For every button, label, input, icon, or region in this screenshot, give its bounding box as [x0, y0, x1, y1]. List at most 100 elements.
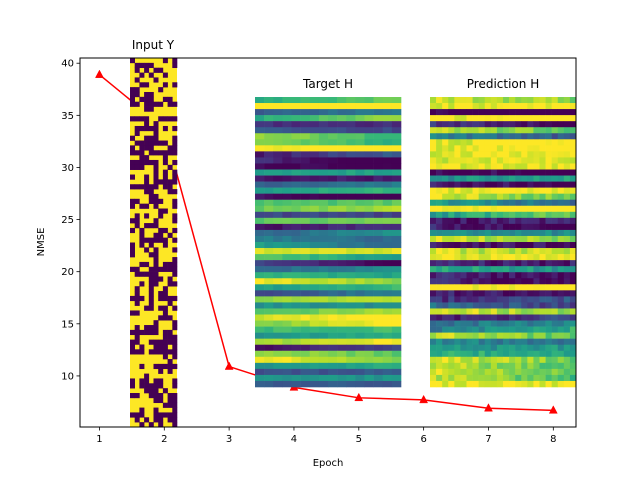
input-y-cell — [158, 150, 164, 156]
prediction-h-cell — [472, 157, 479, 164]
prediction-h-cell — [527, 145, 534, 152]
prediction-h-cell — [521, 109, 528, 116]
prediction-h-cell — [551, 326, 559, 333]
target-h-cell — [355, 133, 365, 140]
target-h-cell — [309, 266, 320, 273]
target-h-cell — [273, 133, 283, 140]
prediction-h-cell — [539, 326, 546, 333]
prediction-h-cell — [557, 139, 565, 146]
input-y-cell — [139, 242, 145, 248]
input-y-cell — [153, 150, 159, 156]
target-h-cell — [337, 133, 347, 140]
target-h-cell — [337, 157, 347, 164]
target-h-cell — [364, 181, 374, 188]
prediction-h-cell — [466, 145, 473, 152]
target-h-cell — [300, 217, 311, 225]
target-h-cell — [282, 296, 292, 303]
target-h-cell — [355, 272, 365, 279]
prediction-h-cell — [527, 350, 534, 358]
prediction-h-cell — [490, 103, 498, 110]
prediction-h-cell — [527, 332, 534, 339]
prediction-h-cell — [478, 302, 486, 309]
prediction-h-cell — [545, 332, 552, 339]
prediction-h-cell — [496, 362, 504, 370]
prediction-h-cell — [490, 362, 498, 370]
target-h-cell — [255, 350, 265, 358]
target-h-cell — [291, 296, 301, 303]
target-h-cell — [273, 169, 283, 176]
input-y-cell — [172, 62, 178, 69]
target-h-cell — [391, 139, 402, 146]
target-h-cell — [364, 211, 374, 219]
prediction-h-cell — [436, 169, 443, 176]
prediction-h-cell — [527, 169, 534, 176]
input-y-cell — [172, 325, 178, 331]
target-h-cell — [391, 248, 402, 255]
prediction-h-cell — [539, 362, 546, 370]
prediction-h-cell — [515, 97, 522, 104]
prediction-h-cell — [545, 115, 552, 122]
prediction-h-cell — [539, 97, 546, 104]
target-h-cell — [337, 374, 347, 382]
prediction-h-cell — [490, 290, 498, 297]
input-y-cell — [148, 193, 154, 200]
prediction-h-cell — [527, 217, 534, 225]
nmse-point — [484, 403, 493, 412]
target-h-cell — [337, 308, 347, 315]
prediction-h-cell — [521, 217, 528, 225]
prediction-h-cell — [551, 217, 559, 225]
prediction-h-cell — [454, 296, 461, 303]
prediction-h-cell — [551, 97, 559, 104]
prediction-h-cell — [557, 332, 565, 339]
input-y-cell — [172, 174, 178, 180]
target-h-cell — [391, 362, 402, 370]
prediction-h-cell — [527, 127, 534, 134]
prediction-h-cell — [509, 344, 516, 352]
target-h-cell — [364, 133, 374, 140]
prediction-h-cell — [557, 145, 565, 152]
input-y-cell — [148, 339, 154, 345]
target-h-cell — [391, 314, 402, 321]
prediction-h-cell — [509, 350, 516, 358]
prediction-h-cell — [551, 103, 559, 110]
target-h-cell — [364, 115, 374, 122]
target-h-cell — [264, 139, 274, 146]
prediction-h-cell — [503, 374, 510, 382]
prediction-h-cell — [515, 163, 522, 170]
target-h-cell — [264, 235, 274, 243]
target-h-cell — [282, 181, 292, 188]
prediction-h-cell — [490, 302, 498, 309]
target-h-cell — [328, 133, 338, 140]
prediction-h-cell — [436, 302, 443, 309]
target-h-cell — [282, 121, 292, 128]
prediction-h-cell — [563, 121, 571, 128]
prediction-h-cell — [478, 97, 486, 104]
prediction-h-cell — [436, 97, 443, 104]
input-y-cell — [172, 305, 178, 311]
prediction-h-cell — [509, 380, 516, 388]
target-h-cell — [373, 187, 384, 194]
prediction-h-cell — [521, 350, 528, 358]
input-y-cell — [144, 62, 150, 69]
prediction-h-cell — [454, 199, 461, 207]
prediction-h-cell — [484, 266, 492, 273]
prediction-h-cell — [521, 193, 528, 201]
target-h-cell — [346, 181, 356, 188]
prediction-h-cell — [527, 133, 534, 140]
target-h-cell — [291, 242, 301, 249]
target-h-cell — [255, 272, 265, 279]
input-y-cell — [134, 295, 140, 302]
prediction-h-cell — [569, 380, 577, 388]
prediction-h-cell — [569, 272, 577, 279]
target-h-cell — [300, 169, 311, 176]
prediction-h-cell — [430, 254, 437, 261]
target-h-cell — [291, 308, 301, 315]
target-h-cell — [309, 115, 320, 122]
target-h-cell — [346, 320, 356, 327]
prediction-h-cell — [539, 278, 546, 285]
input-y-cell — [139, 96, 145, 102]
target-h-cell — [282, 211, 292, 219]
prediction-h-cell — [442, 290, 449, 297]
target-h-cell — [318, 181, 329, 188]
prediction-h-cell — [545, 338, 552, 346]
